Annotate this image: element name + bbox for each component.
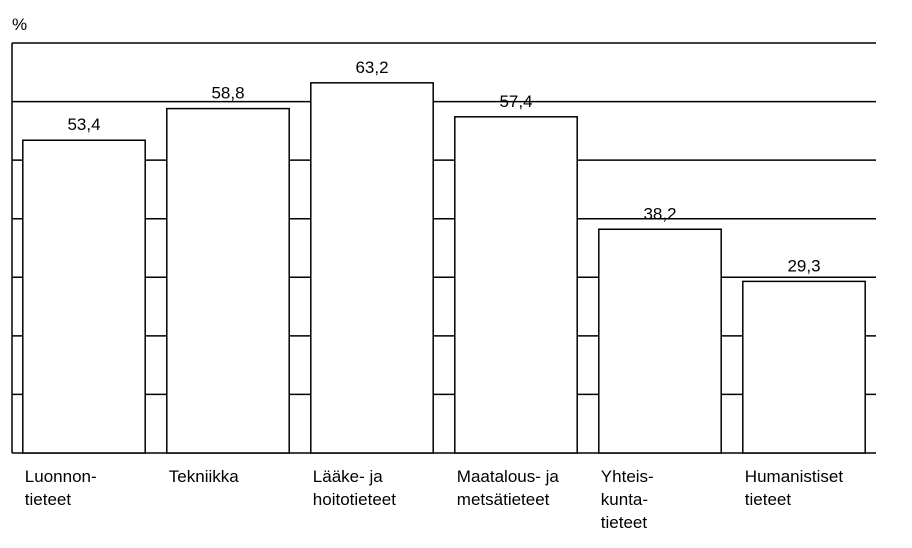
value-label: 29,3 — [787, 256, 820, 275]
value-label: 57,4 — [499, 92, 532, 111]
x-tick-label: Luonnon- tieteet — [24, 467, 97, 509]
bar — [166, 107, 290, 454]
value-label: 53,4 — [67, 115, 100, 134]
bar — [598, 228, 722, 454]
bar — [454, 116, 578, 454]
x-tick-label: Yhteis- kunta- tieteet — [600, 467, 654, 532]
bar — [742, 280, 866, 454]
bar — [310, 82, 434, 454]
x-tick-label: Humanistiset tieteet — [744, 467, 844, 509]
value-label: 63,2 — [355, 58, 388, 77]
x-tick-label: Lääke- ja hoitotieteet — [312, 467, 396, 509]
x-tick-label: Maatalous- ja metsätieteet — [456, 467, 559, 509]
x-tick-label: Tekniikka — [168, 467, 239, 486]
value-label: 58,8 — [211, 84, 244, 103]
value-label: 38,2 — [643, 204, 676, 223]
y-axis-label: % — [12, 15, 27, 34]
bar — [22, 139, 146, 454]
